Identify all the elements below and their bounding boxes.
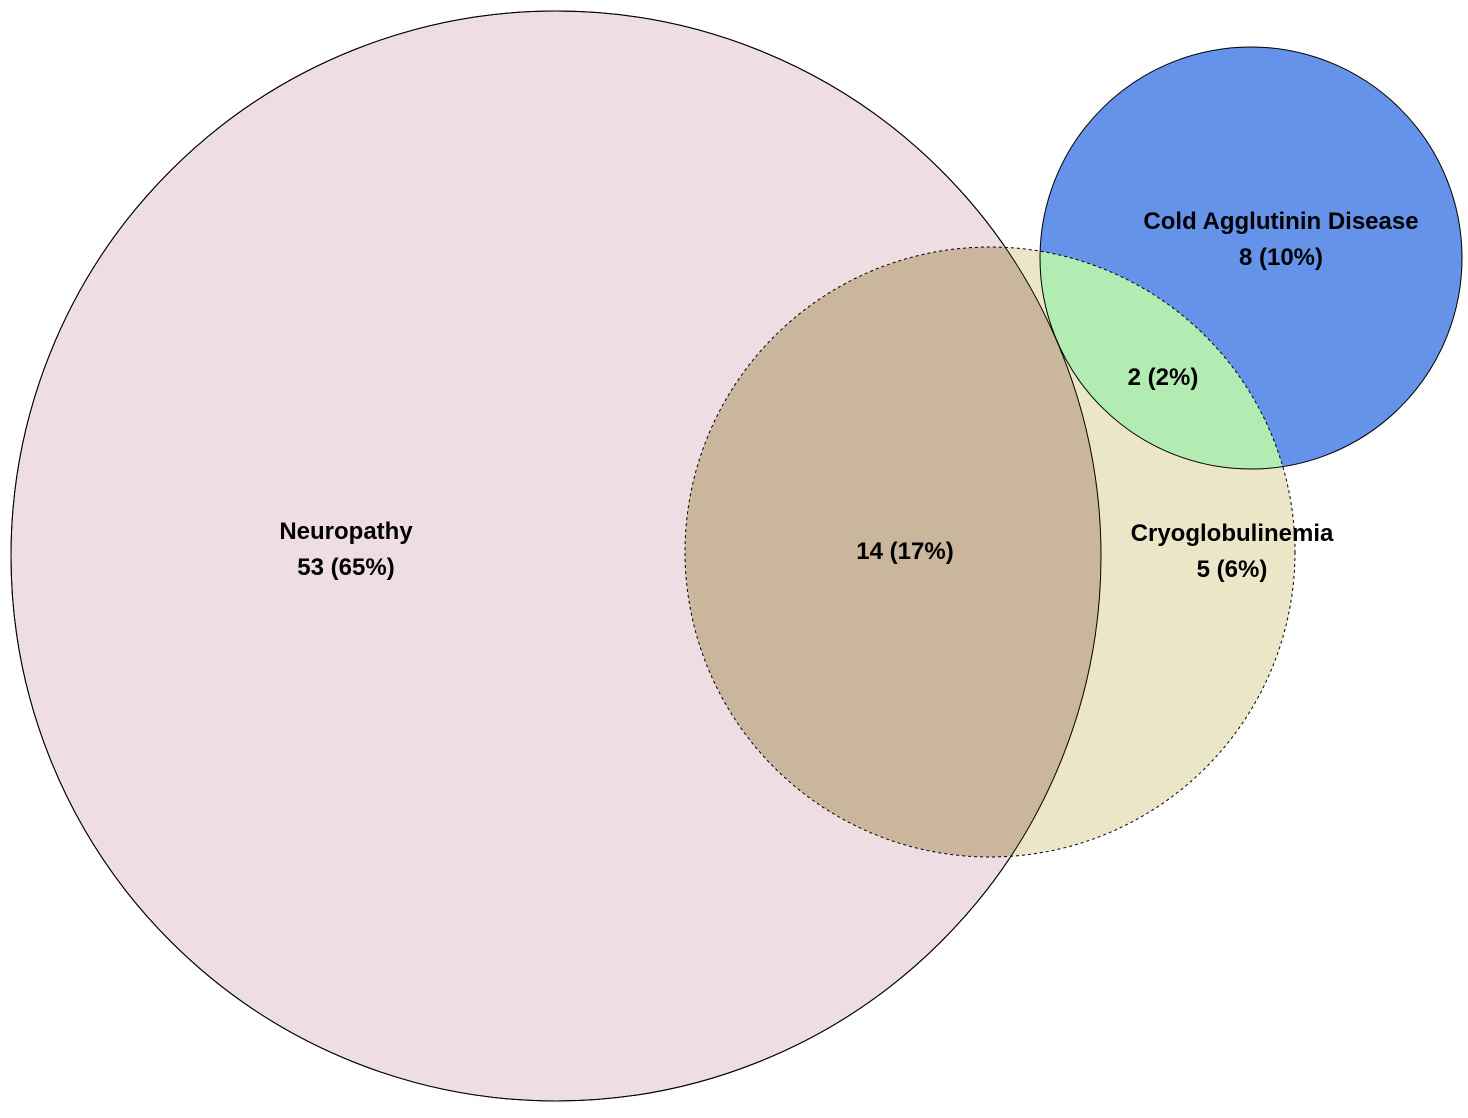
- cryoglobulinemia-name-label: Cryoglobulinemia: [1131, 520, 1334, 547]
- cryoglobulinemia-cold-agglutinin-count-label: 2 (2%): [1128, 364, 1199, 391]
- neuropathy-outline: [10, 10, 1102, 1102]
- cold-agglutinin-name-label: Cold Agglutinin Disease: [1143, 208, 1418, 235]
- cryoglobulinemia-only-count-label: 5 (6%): [1197, 556, 1268, 583]
- cold-agglutinin-outline: [1039, 46, 1463, 470]
- neuropathy-name-label: Neuropathy: [279, 518, 413, 545]
- neuropathy-only-count-label: 53 (65%): [297, 554, 394, 581]
- cryoglobulinemia-outline: [684, 246, 1296, 858]
- cold-agglutinin-only-count-label: 8 (10%): [1239, 244, 1323, 271]
- neuropathy-cryoglobulinemia-count-label: 14 (17%): [856, 538, 953, 565]
